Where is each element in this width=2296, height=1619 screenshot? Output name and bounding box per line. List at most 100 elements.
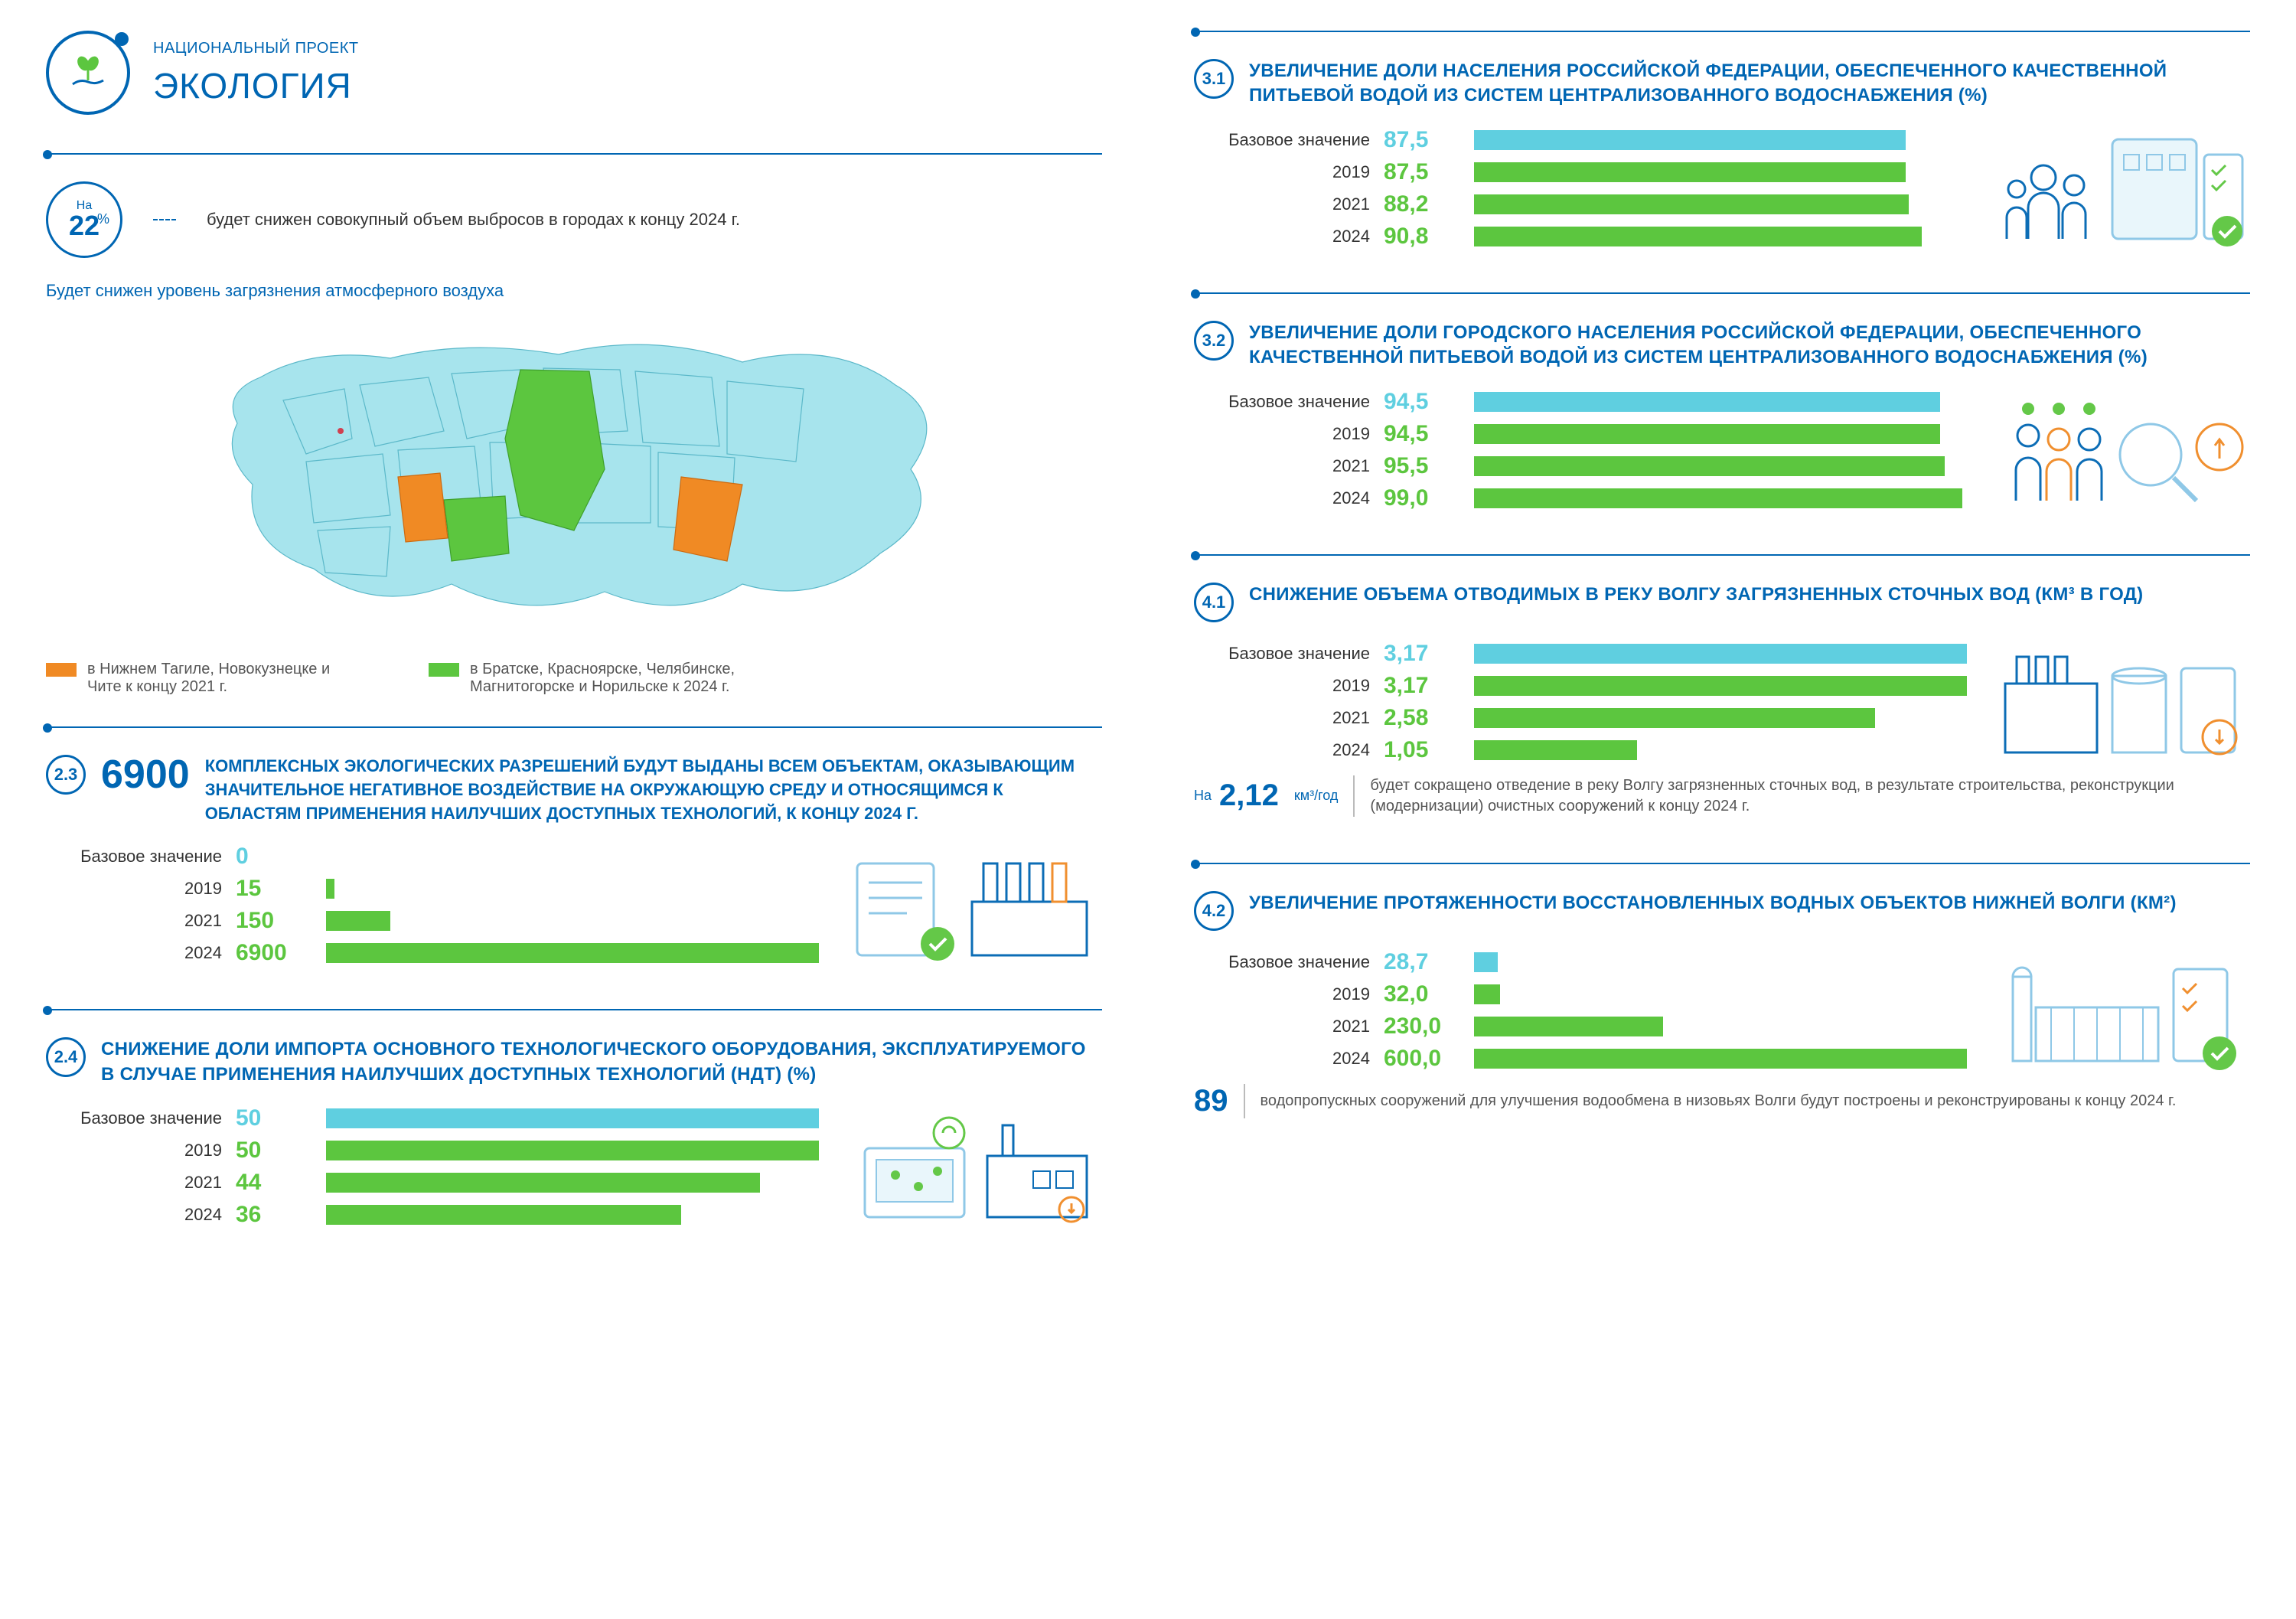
bar-track: [1474, 708, 1967, 728]
bar-row: 202144: [46, 1167, 819, 1199]
bar-track: [326, 943, 819, 963]
bar-value: 87,5: [1384, 159, 1460, 185]
map-legend-item: в Братске, Красноярске, Челябинске, Магн…: [429, 661, 750, 696]
bar-track: [1474, 424, 1967, 444]
bar-track: [326, 1205, 819, 1225]
bar-row: 2021 2,58: [1194, 702, 1967, 734]
treatment-plant-icon: [1990, 638, 2250, 768]
bars-23: Базовое значение0201915202115020246900: [46, 841, 819, 969]
bar-label: Базовое значение: [1194, 392, 1370, 412]
bar-label: 2021: [1194, 708, 1370, 728]
bars-42: Базовое значение28,7201932,02021230,0202…: [1194, 946, 1967, 1075]
bars-32: Базовое значение94,5201994,5202195,52024…: [1194, 386, 1967, 514]
bar-label: 2019: [1194, 676, 1370, 696]
bar-fill: [1474, 130, 1906, 150]
section-badge: 2.3: [46, 755, 86, 795]
bar-value: 87,5: [1384, 127, 1460, 153]
bar-value: 95,5: [1384, 453, 1460, 479]
section-title: СНИЖЕНИЕ ОБЪЕМА ОТВОДИМЫХ В РЕКУ ВОЛГУ З…: [1249, 583, 2250, 607]
divider: [1194, 292, 2250, 294]
industry-icon: [842, 1102, 1102, 1232]
bar-track: [326, 1173, 819, 1193]
bar-fill: [1474, 392, 1940, 412]
bar-value: 3,17: [1384, 641, 1460, 667]
map-legend: в Нижнем Тагиле, Новокузнецке и Чите к к…: [46, 661, 1102, 696]
bar-row: 202188,2: [1194, 188, 1967, 220]
section-badge: 4.2: [1194, 891, 1234, 931]
kpi-value: 22: [69, 212, 99, 240]
footnote-prefix: На: [1194, 788, 1212, 804]
bars-41: Базовое значение 3,17 20193,17 2021 2,58 2024…: [1194, 638, 1967, 766]
bar-row: 2019 87,5: [1194, 156, 1967, 188]
footnote-value: 2,12: [1219, 778, 1279, 813]
bar-label: Базовое значение: [1194, 130, 1370, 150]
bar-label: Базовое значение: [1194, 952, 1370, 972]
bar-value: 6900: [236, 940, 312, 966]
bar-value: 50: [236, 1138, 312, 1164]
factory-icon: [842, 841, 1102, 971]
bar-row: Базовое значение 87,5: [1194, 124, 1967, 156]
bar-track: [1474, 676, 1967, 696]
bar-row: Базовое значение 3,17: [1194, 638, 1967, 670]
bar-label: Базовое значение: [1194, 644, 1370, 664]
bar-label: 2021: [1194, 456, 1370, 476]
legend-swatch-orange: [46, 663, 77, 677]
bar-fill: [1474, 644, 1967, 664]
bar-fill: [1474, 488, 1962, 508]
section-title: УВЕЛИЧЕНИЕ ПРОТЯЖЕННОСТИ ВОССТАНОВЛЕННЫХ…: [1249, 891, 2250, 916]
bar-value: 1,05: [1384, 737, 1460, 763]
bar-track: [1474, 984, 1967, 1004]
bar-label: 2019: [1194, 162, 1370, 182]
bar-fill: [1474, 1017, 1663, 1036]
bar-label: 2024: [1194, 740, 1370, 760]
bar-label: 2024: [1194, 1049, 1370, 1069]
bar-fill: [326, 1108, 819, 1128]
bar-fill: [1474, 424, 1940, 444]
bar-value: 15: [236, 876, 312, 902]
header-title: ЭКОЛОГИЯ: [153, 65, 359, 106]
bar-track: [326, 879, 819, 899]
bar-row: 20193,17: [1194, 670, 1967, 702]
left-column: НАЦИОНАЛЬНЫЙ ПРОЕКТ ЭКОЛОГИЯ На 22 % буд…: [46, 31, 1102, 1271]
bar-value: 32,0: [1384, 981, 1460, 1007]
bar-fill: [1474, 984, 1500, 1004]
bar-value: 0: [236, 844, 312, 870]
bar-track: [1474, 130, 1967, 150]
bar-fill: [326, 911, 390, 931]
bar-value: 94,5: [1384, 389, 1460, 415]
bar-track: [1474, 952, 1967, 972]
bar-label: 2021: [46, 1173, 222, 1193]
bar-row: 2024 6900: [46, 937, 819, 969]
bar-track: [1474, 1017, 1967, 1036]
bar-label: 2021: [46, 911, 222, 931]
bar-label: 2021: [1194, 194, 1370, 214]
bar-row: 2021230,0: [1194, 1010, 1967, 1043]
bar-fill: [326, 943, 819, 963]
dam-icon: [1990, 946, 2250, 1076]
bar-label: 2019: [46, 879, 222, 899]
bar-track: [1474, 194, 1967, 214]
bar-label: 2019: [1194, 984, 1370, 1004]
bar-track: [1474, 740, 1967, 760]
header: НАЦИОНАЛЬНЫЙ ПРОЕКТ ЭКОЛОГИЯ: [46, 31, 1102, 115]
bar-row: 2024 1,05: [1194, 734, 1967, 766]
russia-map: [46, 316, 1102, 645]
footnote-text: водопропускных сооружений для улучшения …: [1261, 1091, 2251, 1111]
bar-row: 202499,0: [1194, 482, 1967, 514]
bar-fill: [1474, 740, 1637, 760]
bar-track: [326, 911, 819, 931]
bar-label: 2019: [1194, 424, 1370, 444]
bar-value: 2,58: [1384, 705, 1460, 731]
bar-track: [1474, 162, 1967, 182]
bar-label: 2024: [46, 943, 222, 963]
logo-icon: [46, 31, 130, 115]
footnote-text: будет сокращено отведение в реку Волгу з…: [1370, 775, 2250, 817]
bar-label: 2021: [1194, 1017, 1370, 1036]
map-caption: Будет снижен уровень загрязнения атмосфе…: [46, 281, 1102, 301]
section-bignum: 6900: [101, 755, 190, 795]
section-24: 2.4 СНИЖЕНИЕ ДОЛИ ИМПОРТА ОСНОВНОГО ТЕХН…: [46, 1037, 1102, 1232]
bar-row: Базовое значение0: [46, 841, 819, 873]
footnote-42: 89 водопропускных сооружений для улучшен…: [1194, 1076, 2250, 1126]
bar-value: 50: [236, 1105, 312, 1131]
right-column: 3.1 УВЕЛИЧЕНИЕ ДОЛИ НАСЕЛЕНИЯ РОССИЙСКОЙ…: [1194, 31, 2250, 1271]
